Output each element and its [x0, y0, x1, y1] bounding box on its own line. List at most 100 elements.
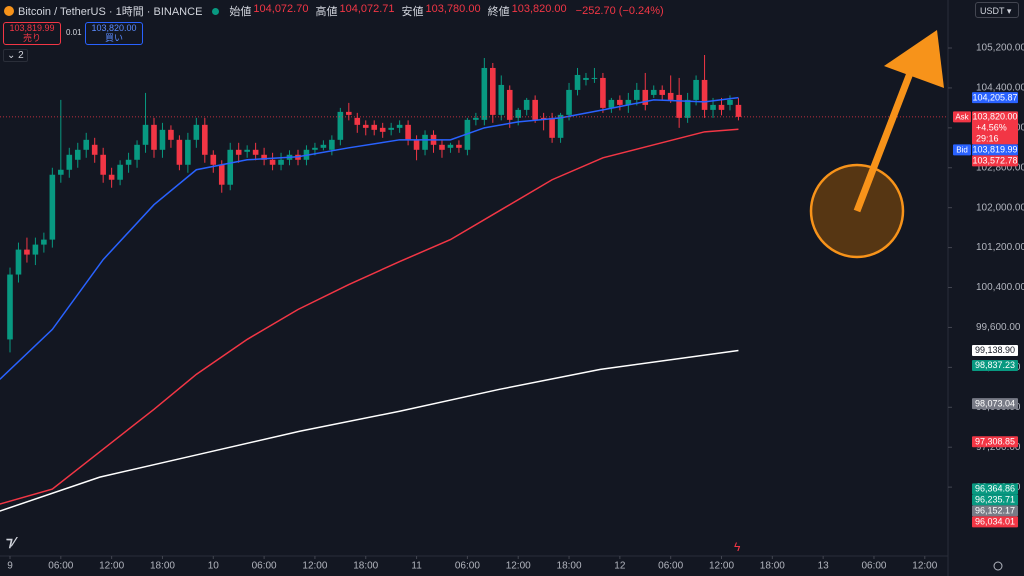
price-badge [972, 398, 1018, 410]
candle-body [125, 159, 132, 165]
candle-body [735, 104, 742, 117]
price-badge-label: 98,837.23 [975, 360, 1015, 370]
price-badge [972, 516, 1018, 528]
candle-body [320, 144, 327, 148]
candle-body [549, 117, 555, 138]
x-tick-label: 06:00 [48, 561, 73, 572]
candle-body [701, 79, 708, 110]
y-tick-label: 100,400.00 [976, 282, 1024, 293]
currency-select[interactable]: USDT ▾ [975, 2, 1019, 18]
candle-body [66, 154, 73, 170]
candle-body [7, 274, 13, 340]
candle-body [168, 129, 174, 140]
price-badge [972, 144, 1018, 156]
candle-body [396, 124, 403, 128]
candle-body [185, 139, 191, 165]
x-tick-label: 06:00 [252, 561, 277, 572]
annotation [809, 30, 944, 259]
x-tick-label: 12 [614, 561, 626, 572]
sell-price: 103,819.99 [9, 23, 55, 33]
price-badge-label: 96,034.01 [975, 517, 1015, 527]
candle-body [269, 159, 276, 165]
x-tick-label: 9 [7, 561, 13, 572]
price-badge-label: 99,138.90 [975, 345, 1015, 355]
candle-body [83, 139, 90, 150]
indicators-count: 2 [18, 50, 24, 61]
plot: 105,200.00104,400.00103,600.00102,800.00… [0, 43, 1024, 572]
candle-body [490, 67, 496, 115]
price-badge [972, 494, 1018, 506]
candle-body [557, 114, 564, 138]
candle-body [151, 124, 157, 150]
x-tick-label: 12:00 [912, 561, 937, 572]
candle-body [362, 124, 369, 128]
buy-price: 103,820.00 [91, 23, 137, 33]
price-badge-sub: 29:16 [976, 134, 999, 144]
indicators-toggle[interactable]: ⌄ 2 [3, 49, 28, 62]
price-badge-label: 103,819.99 [972, 145, 1017, 155]
header: Bitcoin / TetherUS · 1時間 · BINANCE 始値 104… [4, 3, 669, 19]
buy-button[interactable]: 103,820.00 買い [85, 22, 143, 45]
y-tick-label: 99,600.00 [976, 322, 1021, 333]
price-badge [972, 92, 1018, 104]
candle-body [227, 149, 234, 185]
y-tick-label: 101,200.00 [976, 242, 1024, 253]
candle-body [49, 174, 56, 240]
price-badge [972, 505, 1018, 517]
price-badge-sub: +4.56% [976, 123, 1007, 133]
moving-average [0, 128, 739, 505]
price-badge-label: 96,152.17 [975, 506, 1015, 516]
candle-body [727, 99, 733, 105]
candle-body [32, 244, 39, 255]
price-badge [972, 111, 1018, 145]
x-tick-label: 11 [411, 561, 422, 572]
candle-body [210, 154, 217, 165]
y-tick-label: 102,800.00 [976, 162, 1024, 173]
price-tag [953, 144, 971, 156]
candle-body [176, 139, 183, 165]
candle-body [329, 139, 335, 150]
candle-body [346, 111, 352, 115]
candle-body [625, 99, 632, 105]
change: −252.70 (−0.24%) [575, 5, 664, 17]
candle-body [523, 99, 530, 110]
y-tick-label: 97,200.00 [976, 442, 1021, 453]
annotation-arrow [853, 66, 916, 213]
candle-body [506, 89, 513, 120]
x-tick-label: 18:00 [557, 561, 582, 572]
event-icon[interactable]: ϟ [734, 540, 741, 554]
candle-body [261, 154, 267, 160]
price-tag [953, 111, 971, 123]
y-tick-label: 104,400.00 [976, 83, 1024, 94]
candle-body [574, 74, 581, 90]
sell-button[interactable]: 103,819.99 売り [3, 22, 61, 45]
candle-body [354, 117, 361, 125]
price-tag-label: Ask [955, 112, 969, 121]
price-badge [972, 436, 1018, 448]
candle-body [379, 127, 386, 132]
candle-body [481, 67, 488, 120]
candle-body [583, 77, 589, 80]
candle-body [608, 99, 615, 108]
settings-icon[interactable] [993, 561, 1003, 571]
ohlc-value: 104,072.71 [339, 3, 395, 15]
candle-body [252, 149, 259, 155]
candle-body [422, 134, 428, 150]
candle-body [617, 99, 623, 105]
x-tick-label: 10 [208, 561, 220, 572]
candle-body [405, 124, 411, 140]
candle-body [456, 144, 462, 148]
candle-body [15, 249, 22, 275]
candle-body [659, 89, 666, 95]
y-tick-label: 105,200.00 [976, 43, 1024, 54]
ohlc-label: 高値 [315, 6, 338, 18]
currency: USDT [980, 6, 1005, 16]
candle-body [24, 249, 30, 255]
price-badge-label: 97,308.85 [975, 436, 1015, 446]
x-tick-label: 13 [818, 561, 830, 572]
candle-body [464, 119, 471, 150]
price-badge-label: 96,364.86 [975, 484, 1015, 494]
x-tick-label: 12:00 [302, 561, 327, 572]
moving-average [0, 349, 739, 512]
candle-body [413, 139, 420, 150]
